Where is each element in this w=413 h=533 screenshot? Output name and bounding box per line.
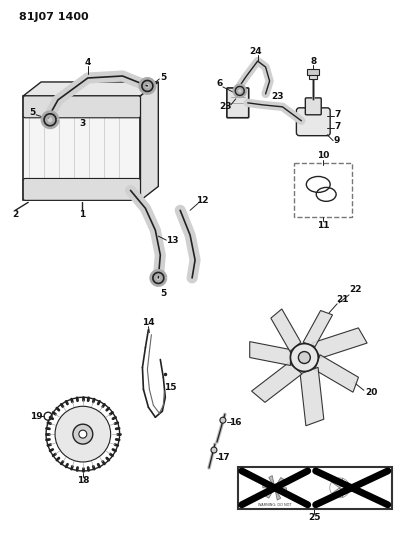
Text: 4: 4 (84, 58, 91, 67)
Circle shape (271, 485, 277, 491)
Text: 15: 15 (164, 383, 176, 392)
Polygon shape (302, 311, 332, 346)
Polygon shape (274, 488, 286, 492)
Polygon shape (251, 362, 301, 402)
Polygon shape (274, 488, 280, 500)
Polygon shape (314, 355, 358, 392)
Circle shape (298, 352, 310, 364)
Text: 1: 1 (78, 210, 85, 219)
Text: 23: 23 (219, 102, 232, 111)
Text: 18: 18 (76, 477, 89, 486)
Circle shape (219, 417, 225, 423)
Text: 20: 20 (365, 388, 377, 397)
Circle shape (73, 424, 93, 444)
Bar (237, 467, 391, 508)
Text: 14: 14 (142, 318, 154, 327)
Polygon shape (23, 82, 158, 96)
Circle shape (55, 406, 110, 462)
Text: 16: 16 (228, 418, 240, 427)
Text: 81J07 1400: 81J07 1400 (19, 12, 89, 22)
Text: 19: 19 (30, 411, 43, 421)
Polygon shape (311, 328, 366, 358)
Circle shape (78, 430, 87, 438)
Text: 21: 21 (335, 295, 347, 304)
Text: 8: 8 (309, 56, 316, 66)
Text: 11: 11 (316, 221, 329, 230)
Circle shape (211, 447, 216, 453)
Text: 17: 17 (216, 454, 229, 463)
FancyBboxPatch shape (296, 108, 330, 136)
Text: 12: 12 (195, 196, 208, 205)
Text: 5: 5 (29, 108, 35, 117)
Circle shape (290, 344, 318, 372)
FancyBboxPatch shape (23, 179, 140, 200)
Text: 25: 25 (307, 513, 320, 522)
Polygon shape (270, 309, 300, 351)
FancyBboxPatch shape (23, 96, 140, 118)
Text: 24: 24 (249, 46, 261, 55)
FancyBboxPatch shape (226, 88, 248, 118)
Text: 9: 9 (333, 136, 339, 145)
Polygon shape (274, 478, 283, 488)
Polygon shape (268, 475, 274, 488)
Polygon shape (249, 342, 290, 366)
Text: 5: 5 (160, 74, 166, 83)
Bar (294, 163, 351, 217)
FancyBboxPatch shape (305, 98, 320, 115)
Text: WARNING: DO NOT: WARNING: DO NOT (257, 503, 291, 507)
Text: 13: 13 (166, 236, 178, 245)
Polygon shape (140, 82, 158, 200)
Text: 23: 23 (271, 92, 283, 101)
Text: 2: 2 (12, 210, 18, 219)
Bar (306, 69, 318, 75)
Text: 10: 10 (316, 151, 329, 160)
Text: 6: 6 (216, 79, 223, 88)
Text: 7: 7 (333, 122, 339, 131)
Polygon shape (262, 484, 274, 488)
Text: 3: 3 (80, 119, 86, 128)
Bar (23, 96, 140, 200)
Bar (309, 73, 316, 79)
Polygon shape (299, 367, 323, 426)
Text: 7: 7 (333, 110, 339, 119)
Text: 22: 22 (349, 285, 361, 294)
Polygon shape (265, 488, 274, 498)
Text: 5: 5 (160, 289, 166, 298)
